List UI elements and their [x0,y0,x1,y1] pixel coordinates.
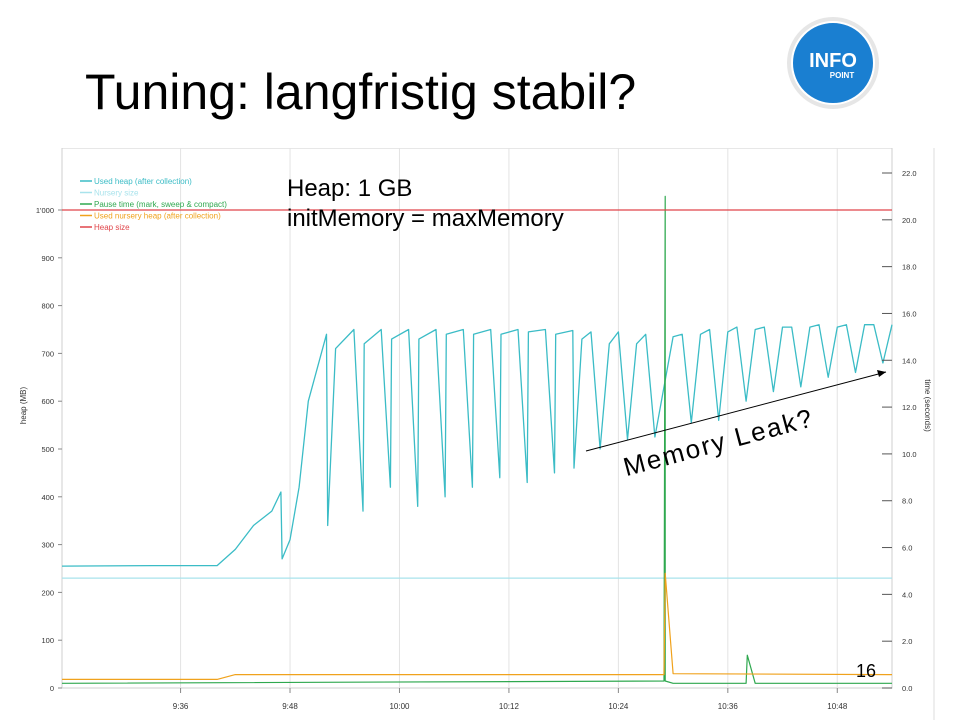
chart-series [61,195,893,684]
heap-chart-svg: Used heap (after collection) Nursery size… [19,147,935,720]
series-line-4 [62,572,893,681]
leak-trend-arrow [585,371,887,452]
y2-tick-label: 10.0 [902,450,917,459]
y-tick-label: 0 [50,684,54,693]
legend-label: Used heap (after collection) [94,177,192,186]
y-tick-label: 300 [41,541,54,550]
chart-grid [61,147,935,720]
y2-tick-label: 22.0 [902,169,917,178]
plot-frame [61,147,893,689]
y2-axis-title: time (seconds) [923,379,932,432]
x-tick-label: 10:48 [827,702,848,711]
y-tick-label: 1'000 [36,206,54,215]
y2-tick-label: 8.0 [902,497,912,506]
y2-tick-label: 12.0 [902,403,917,412]
y-axis-title: heap (MB) [19,386,28,424]
y2-tick-label: 4.0 [902,590,912,599]
leak-arrow-head [877,370,886,377]
y-tick-label: 900 [41,254,54,263]
y-tick-label: 700 [41,349,54,358]
heap-size-note: Heap: 1 GB [287,175,413,202]
y-tick-label: 100 [41,636,54,645]
x-tick-label: 10:36 [718,702,739,711]
x-tick-label: 10:24 [608,702,629,711]
y-tick-label: 400 [41,493,54,502]
heap-annotation: Heap: 1 GB initMemory = maxMemory [287,174,564,234]
y2-tick-label: 0.0 [902,684,912,693]
y-tick-label: 200 [41,588,54,597]
legend-label: Pause time (mark, sweep & compact) [94,200,227,209]
legend-label: Nursery size [94,189,139,198]
chart-axes: 0 100 200 300 400 500 600 700 800 900 1'000 0.0 2.0 4… [19,169,932,711]
x-tick-label: 10:12 [499,702,520,711]
y2-tick-label: 18.0 [902,263,917,272]
y2-tick-label: 16.0 [902,309,917,318]
x-tick-label: 9:48 [282,702,298,711]
y-tick-label: 600 [41,397,54,406]
y2-tick-label: 14.0 [902,356,917,365]
y-tick-label: 800 [41,302,54,311]
legend-label: Heap size [94,223,130,232]
logo-text-top: INFO [809,50,857,72]
chart-legend: Used heap (after collection) Nursery size… [80,177,227,232]
y2-tick-label: 2.0 [902,637,912,646]
y-tick-label: 500 [41,445,54,454]
logo-circle [792,22,874,104]
y2-tick-label: 20.0 [902,216,917,225]
legend-label: Used nursery heap (after collection) [94,212,221,221]
logo-text-bottom: POINT [830,71,855,80]
x-tick-label: 9:36 [173,702,189,711]
page-number: 16 [856,661,877,681]
slide-title: Tuning: langfristig stabil? [85,64,637,120]
series-line-1 [61,324,893,567]
x-tick-label: 10:00 [389,702,410,711]
heap-chart: Used heap (after collection) Nursery size… [0,147,960,720]
init-memory-note: initMemory = maxMemory [287,205,564,232]
y2-tick-label: 6.0 [902,544,912,553]
info-point-logo: INFO POINT [787,17,879,109]
